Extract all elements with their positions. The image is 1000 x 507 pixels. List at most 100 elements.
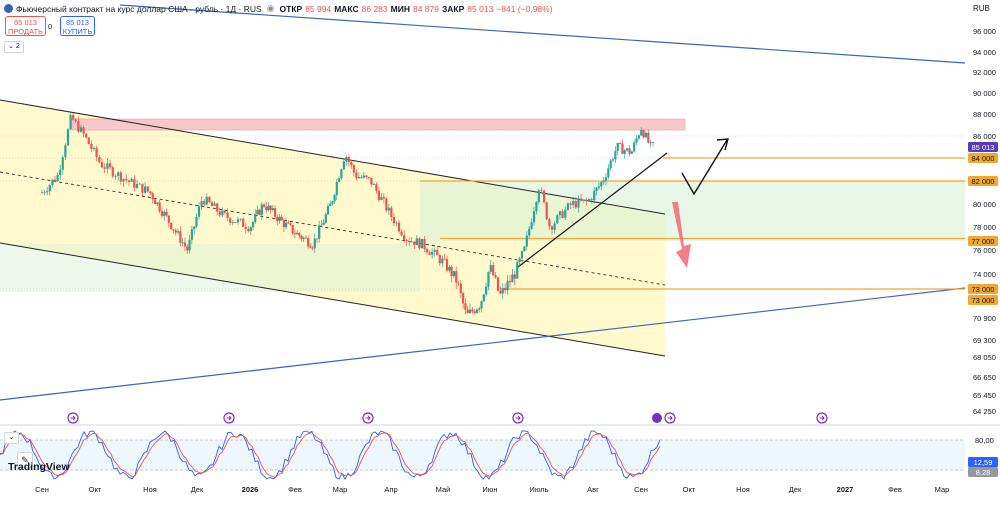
candle <box>98 154 101 164</box>
candle <box>372 182 375 185</box>
candle <box>473 309 476 315</box>
candle <box>51 179 54 188</box>
candle <box>251 220 255 231</box>
candle-body <box>153 199 157 204</box>
candle <box>210 200 214 206</box>
time-tick-label: Окт <box>683 485 696 494</box>
candle <box>504 283 507 294</box>
candle <box>309 243 312 249</box>
candle-body <box>618 143 622 144</box>
candle-body <box>462 293 465 304</box>
candle <box>448 264 451 273</box>
stoch-k-value-bg <box>968 457 998 467</box>
indicators-toggle[interactable]: ⌄ 2 <box>4 41 24 53</box>
candle-body <box>141 183 144 193</box>
candle-body <box>114 176 117 177</box>
candle-body <box>335 181 338 196</box>
candle <box>244 223 247 234</box>
candle <box>528 226 531 239</box>
candle-body <box>244 226 247 230</box>
candle-body <box>350 161 353 166</box>
candle <box>130 177 133 182</box>
candle <box>72 113 75 121</box>
candle <box>443 253 446 261</box>
candle-body <box>267 205 270 211</box>
candle <box>313 233 316 253</box>
candle-body <box>347 157 350 162</box>
candle-body <box>167 215 170 223</box>
candle-body <box>51 179 54 185</box>
price-tick-label: 66 650 <box>973 373 996 382</box>
candle <box>276 214 279 226</box>
candle-body <box>520 251 524 259</box>
time-tick-label: Ноя <box>143 485 157 494</box>
candle <box>108 159 112 171</box>
currency-label[interactable]: RUB <box>973 4 990 13</box>
candle-body <box>425 248 429 253</box>
candle <box>77 116 80 133</box>
candle-body <box>200 201 203 207</box>
tradingview-logo[interactable]: TradingView <box>8 461 70 473</box>
candle <box>542 188 546 204</box>
pencil-icon[interactable]: ✎ <box>17 452 33 468</box>
candle-body <box>66 129 70 146</box>
candle-body <box>61 157 64 170</box>
candle <box>380 193 383 201</box>
candle <box>602 177 605 186</box>
candle <box>48 183 51 196</box>
time-tick-label: Фев <box>888 485 902 494</box>
price-tick-label: 74 000 <box>973 270 996 279</box>
candle <box>315 238 319 244</box>
candle-body <box>569 203 572 205</box>
candle-body <box>48 184 51 192</box>
candle <box>436 246 439 256</box>
candle-body <box>138 183 141 185</box>
lightning-event-icon[interactable] <box>652 413 662 423</box>
candle-body <box>628 148 631 154</box>
candle <box>471 306 474 314</box>
candle-body <box>647 132 650 143</box>
buy-button[interactable]: 85 013 КУПИТЬ <box>60 16 95 36</box>
candle-body <box>397 222 401 232</box>
candle-body <box>564 209 567 218</box>
candle <box>174 228 177 236</box>
forecast-arrowhead <box>716 138 729 151</box>
candle-body <box>450 266 453 277</box>
candle-body <box>585 199 588 202</box>
candle-body <box>473 311 476 314</box>
candle <box>637 134 640 141</box>
collapse-pane-button[interactable]: ⌄ <box>4 432 19 444</box>
candle-body <box>291 224 294 234</box>
candle-body <box>282 220 285 227</box>
candle-body <box>284 222 288 227</box>
sell-button[interactable]: 85 013 ПРОДАТЬ <box>5 16 46 36</box>
candle-body <box>431 251 434 255</box>
candle <box>382 192 385 204</box>
symbol-title[interactable]: Фьючерсный контракт на курс доллар США -… <box>16 3 262 14</box>
candle-body <box>423 238 426 249</box>
candle <box>221 207 224 218</box>
candle <box>318 220 321 243</box>
candle-body <box>475 309 479 314</box>
candle-body <box>516 262 519 279</box>
stoch-d-line <box>0 432 661 478</box>
eye-icon[interactable]: ◉ <box>266 3 275 13</box>
candle <box>597 182 601 190</box>
candle <box>249 226 252 235</box>
candle <box>337 176 341 183</box>
resistance-zone <box>71 118 686 131</box>
candle <box>138 182 141 185</box>
candle-body <box>160 211 164 216</box>
candle <box>487 271 490 291</box>
candle <box>561 209 564 219</box>
candle-body <box>642 130 645 138</box>
time-tick-label: 2026 <box>242 485 259 494</box>
candle-body <box>236 219 240 223</box>
candle-body <box>604 177 608 181</box>
candle <box>160 207 164 219</box>
candle <box>203 199 206 207</box>
candle-body <box>74 119 77 122</box>
candle <box>609 159 612 171</box>
